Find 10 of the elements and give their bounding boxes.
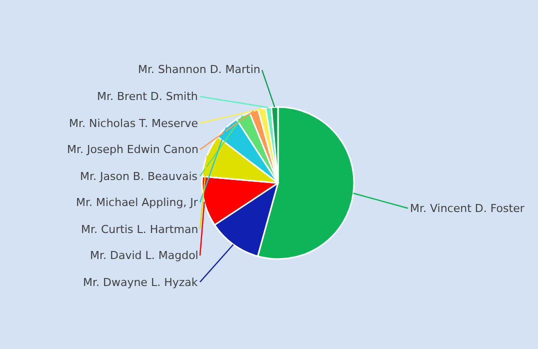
- slice-label: Mr. Jason B. Beauvais: [80, 170, 198, 183]
- slice-label: Mr. Michael Appling, Jr: [76, 196, 198, 209]
- slice-label: Mr. Curtis L. Hartman: [81, 223, 198, 236]
- slice-label: Mr. Nicholas T. Meserve: [69, 117, 198, 130]
- slice-label: Mr. David L. Magdol: [90, 249, 198, 262]
- slice-label: Mr. Joseph Edwin Canon: [67, 143, 198, 156]
- slice-label: Mr. Dwayne L. Hyzak: [83, 276, 198, 289]
- slice-label: Mr. Shannon D. Martin: [138, 63, 260, 76]
- slice-label: Mr. Vincent D. Foster: [410, 202, 525, 215]
- slice-label: Mr. Brent D. Smith: [97, 90, 198, 103]
